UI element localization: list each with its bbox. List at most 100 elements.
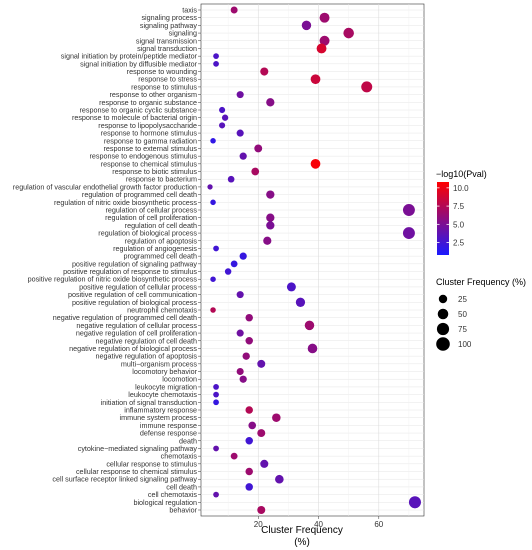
data-point [272, 413, 281, 422]
data-point [219, 122, 226, 129]
y-tick-label: negative regulation of cell death [96, 336, 198, 345]
data-point [213, 445, 219, 452]
data-point [236, 329, 244, 337]
data-point [224, 268, 232, 275]
data-point [210, 138, 216, 144]
y-tick-label: response to biotic stimulus [112, 167, 197, 176]
data-point [210, 307, 216, 313]
data-point [230, 452, 238, 460]
y-tick-label: response to other organism [110, 90, 198, 99]
y-tick-label: signaling process [141, 13, 197, 22]
data-point [236, 291, 244, 299]
y-tick-label: response to hormone stimulus [101, 129, 198, 138]
y-tick-label: immune system process [120, 413, 198, 422]
size-legend-items: 25 50 75 100 [436, 294, 472, 351]
data-point [266, 213, 275, 222]
data-point [257, 359, 266, 368]
data-point [254, 144, 263, 153]
data-point [213, 53, 219, 60]
data-point [245, 437, 253, 445]
data-point [219, 106, 226, 114]
data-point [319, 12, 330, 23]
data-point [213, 245, 219, 252]
y-tick-label: behavior [169, 506, 197, 515]
y-tick-label: cellular response to stimulus [106, 459, 197, 468]
y-tick-label: positive regulation of biological proces… [72, 298, 197, 307]
y-tick-label: response to stimulus [131, 82, 197, 91]
x-tick-label: 60 [374, 520, 383, 529]
data-point [245, 406, 253, 414]
data-point [242, 352, 250, 360]
y-tick-label: cytokine−mediated signaling pathway [78, 444, 198, 453]
y-tick-label: leukocyte migration [135, 382, 197, 391]
y-tick-label: response to gamma radiation [104, 136, 197, 145]
y-tick-label: regulation of vascular endothelial growt… [13, 182, 197, 191]
data-point [213, 491, 219, 498]
data-point [213, 60, 219, 67]
data-point [213, 399, 219, 406]
data-point [210, 276, 216, 282]
data-point [248, 421, 257, 430]
y-tick-label: defense response [140, 429, 197, 438]
data-point [239, 375, 247, 383]
y-tick-label: regulation of apoptosis [125, 236, 198, 245]
y-tick-label: regulation of nitric oxide biosynthetic … [54, 198, 197, 207]
data-point [402, 204, 415, 216]
data-point [343, 27, 354, 39]
y-tick-label: signaling pathway [140, 21, 198, 30]
y-tick-label: negative regulation of apoptosis [96, 352, 198, 361]
data-point [361, 81, 373, 93]
size-legend-label: 25 [458, 295, 467, 304]
color-legend: −log10(Pval) 2.5 5.0 7.5 10.0 [436, 169, 487, 255]
data-point [266, 98, 275, 107]
color-legend-label: 5.0 [453, 220, 465, 229]
y-tick-label: neutrophil chemotaxis [127, 306, 197, 315]
data-point [245, 337, 253, 345]
data-point [210, 199, 216, 206]
size-legend-dot [436, 322, 450, 336]
y-tick-label: response to molecule of bacterial origin [72, 113, 197, 122]
y-tick-label: death [179, 436, 197, 445]
data-point [236, 129, 244, 137]
y-tick-label: chemotaxis [161, 452, 198, 461]
y-tick-label: response to stress [138, 75, 197, 84]
color-legend-label: 10.0 [453, 184, 469, 193]
data-point [319, 35, 330, 46]
size-legend-label: 100 [458, 340, 472, 349]
data-point [307, 343, 318, 354]
y-tick-label: taxis [182, 6, 197, 15]
y-tick-label: positive regulation of signaling pathway [72, 259, 197, 268]
y-tick-label: inflammatory response [124, 406, 197, 415]
size-legend-label: 75 [458, 325, 467, 334]
y-tick-label: signal transduction [137, 44, 197, 53]
data-point [310, 74, 321, 85]
size-legend-dot [438, 294, 448, 304]
y-tick-label: signal initiation by protein/peptide med… [61, 52, 198, 61]
plot-panel [200, 3, 425, 517]
data-point [213, 391, 219, 398]
y-tick-label: response to organic substance [99, 98, 197, 107]
y-tick-label: regulation of angiogenesis [113, 244, 197, 253]
data-point [266, 190, 275, 199]
y-tick-label: positive regulation of cellular process [79, 282, 197, 291]
y-tick-label: regulation of cell death [125, 221, 197, 230]
data-point [227, 175, 235, 183]
color-legend-bar [437, 182, 449, 255]
size-legend-label: 50 [458, 310, 467, 319]
data-point [230, 260, 238, 268]
y-tick-label: positive regulation of nitric oxide bios… [28, 275, 198, 284]
x-axis-title: Cluster Frequency [261, 525, 343, 536]
data-point [230, 6, 238, 14]
y-tick-label: response to bacterium [126, 175, 197, 184]
data-point [257, 506, 266, 514]
data-point [239, 152, 247, 160]
data-point [239, 252, 247, 260]
data-points [207, 6, 421, 514]
y-tick-label: leukocyte chemotaxis [128, 390, 197, 399]
y-tick-label: signaling [169, 29, 197, 38]
color-legend-ticks: 2.5 5.0 7.5 10.0 [437, 184, 469, 248]
y-tick-label: negative regulation of programmed cell d… [53, 313, 197, 322]
y-tick-label: negative regulation of cell proliferatio… [76, 329, 197, 338]
y-tick-label: response to endogenous stimulus [90, 152, 198, 161]
